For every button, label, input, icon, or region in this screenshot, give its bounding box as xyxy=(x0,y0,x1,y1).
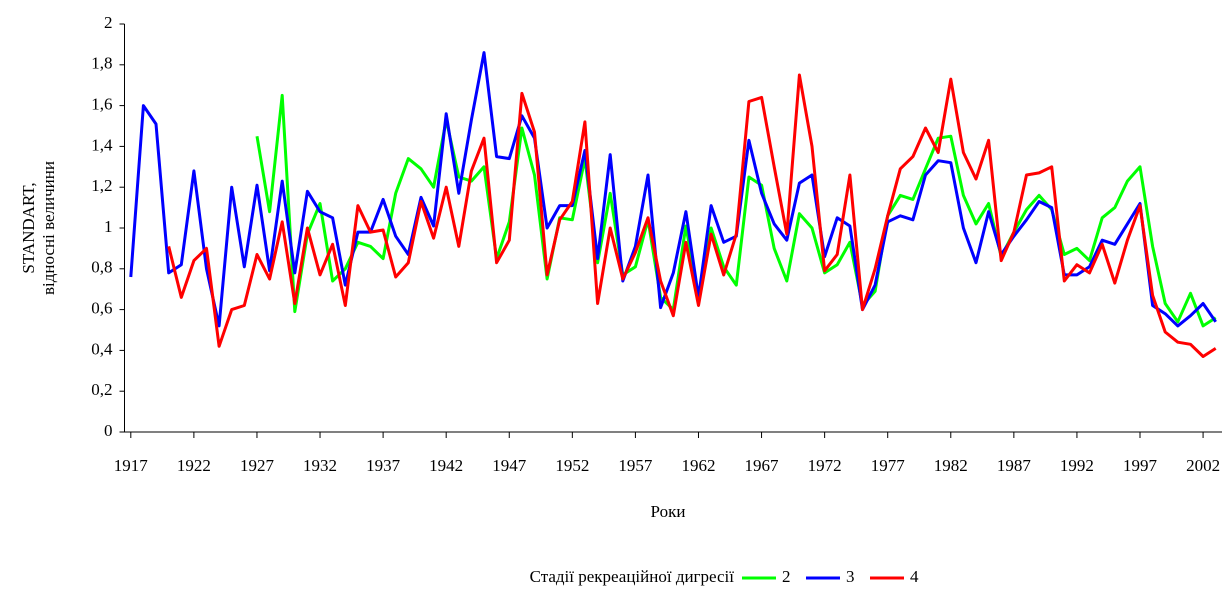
x-tick-label: 1952 xyxy=(555,456,589,475)
y-tick-label: 1,8 xyxy=(91,54,112,73)
legend-label: 3 xyxy=(846,567,855,586)
x-tick-label: 1982 xyxy=(934,456,968,475)
series-line xyxy=(167,73,1217,358)
y-tick-label: 1,4 xyxy=(91,135,113,154)
x-tick-label: 1947 xyxy=(492,456,527,475)
x-tick-label: 1922 xyxy=(177,456,211,475)
y-axis-label: відносні величини xyxy=(39,161,58,295)
x-tick-label: 1937 xyxy=(366,456,401,475)
x-tick-label: 1977 xyxy=(871,456,906,475)
x-tick-label: 1957 xyxy=(618,456,653,475)
legend-label: 4 xyxy=(910,567,919,586)
y-axis-label: STANDART, xyxy=(19,182,38,273)
x-tick-label: 1942 xyxy=(429,456,463,475)
x-axis-label: Роки xyxy=(651,502,686,521)
legend-label: 2 xyxy=(782,567,791,586)
y-tick-label: 2 xyxy=(104,13,113,32)
x-tick-label: 1932 xyxy=(303,456,337,475)
legend-title: Стадії рекреаційної дигресії xyxy=(530,567,735,586)
y-tick-label: 0 xyxy=(104,421,113,440)
y-tick-label: 1,6 xyxy=(91,95,112,114)
x-tick-label: 1987 xyxy=(997,456,1032,475)
y-tick-label: 0,6 xyxy=(91,299,112,318)
y-tick-label: 0,4 xyxy=(91,339,113,358)
x-tick-label: 1917 xyxy=(114,456,149,475)
x-tick-label: 1967 xyxy=(745,456,780,475)
y-tick-label: 1 xyxy=(104,217,113,236)
series-line xyxy=(129,51,1217,328)
x-tick-label: 1972 xyxy=(808,456,842,475)
x-tick-label: 1962 xyxy=(681,456,715,475)
x-tick-label: 1997 xyxy=(1123,456,1158,475)
y-tick-label: 0,2 xyxy=(91,380,112,399)
y-tick-label: 0,8 xyxy=(91,258,112,277)
series-line xyxy=(255,93,1217,328)
x-tick-label: 1927 xyxy=(240,456,275,475)
x-tick-label: 1992 xyxy=(1060,456,1094,475)
y-tick-label: 1,2 xyxy=(91,176,112,195)
x-tick-label: 2002 xyxy=(1186,456,1220,475)
y-label-group: STANDART, відносні величини xyxy=(19,161,58,295)
